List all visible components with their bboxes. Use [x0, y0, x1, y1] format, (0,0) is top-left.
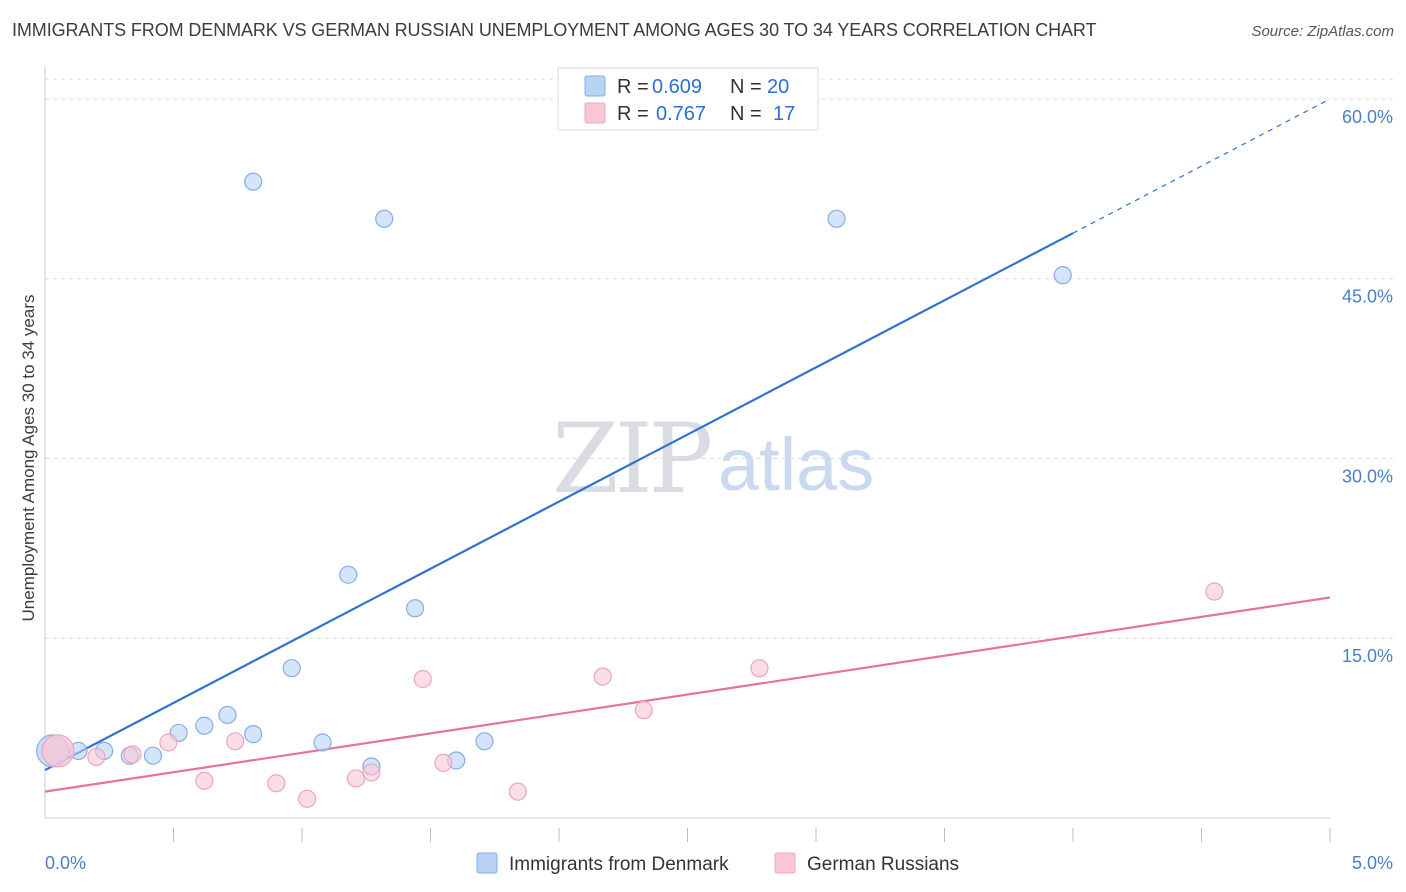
- point-german-russians: [123, 745, 142, 764]
- x-tick-label: 0.0%: [45, 853, 86, 873]
- point-german-russians: [634, 701, 653, 720]
- point-denmark: [375, 209, 394, 228]
- trend-line-german-russians: [44, 596, 1331, 793]
- legend-r-value-1: 0.609: [652, 76, 702, 98]
- legend-n-value-2: 17: [773, 103, 795, 125]
- series-legend-swatch-german-russians: [774, 852, 796, 874]
- y-tick-label: 60.0%: [1342, 107, 1393, 127]
- point-denmark: [827, 209, 846, 228]
- chart-title: IMMIGRANTS FROM DENMARK VS GERMAN RUSSIA…: [12, 20, 1097, 40]
- legend-swatch-blue: [584, 75, 606, 97]
- point-denmark: [339, 565, 358, 584]
- gridlines: [45, 78, 1395, 639]
- stats-legend: R = 0.609 N = 20 R = 0.767 N = 17: [557, 67, 819, 131]
- y-tick-label: 30.0%: [1342, 466, 1393, 486]
- watermark-zip: ZIP: [552, 403, 711, 515]
- point-denmark: [244, 172, 263, 191]
- point-german-russians: [195, 771, 214, 790]
- point-denmark: [282, 659, 301, 678]
- point-denmark: [405, 599, 425, 618]
- series-legend: Immigrants from Denmark German Russians: [476, 852, 959, 875]
- point-german-russians: [298, 789, 317, 808]
- watermark-atlas: atlas: [718, 423, 874, 506]
- y-axis-label: Unemployment Among Ages 30 to 34 years: [19, 295, 38, 622]
- point-denmark: [218, 705, 237, 725]
- x-tick-label: 5.0%: [1352, 853, 1393, 873]
- legend-n-value-1: 20: [767, 76, 789, 98]
- point-denmark: [1053, 266, 1072, 285]
- point-german-russians: [750, 659, 769, 678]
- point-german-russians: [267, 774, 286, 793]
- point-german-russians: [1205, 582, 1224, 601]
- series-legend-label-german-russians: German Russians: [807, 854, 959, 875]
- trend-lines: [44, 98, 1331, 793]
- point-german-russians: [508, 782, 527, 801]
- y-tick-label: 45.0%: [1342, 287, 1393, 307]
- series-legend-swatch-denmark: [476, 852, 498, 874]
- series-legend-label-denmark: Immigrants from Denmark: [509, 854, 729, 875]
- legend-r-label-2: R =: [617, 103, 649, 125]
- point-german-russians: [362, 763, 381, 782]
- legend-swatch-pink: [584, 102, 606, 124]
- point-denmark: [475, 732, 494, 751]
- data-points: [36, 172, 1224, 808]
- axes: 15.0% 30.0% 45.0% 60.0% 0.0% 5.0%: [44, 66, 1393, 873]
- legend-r-value-2: 0.767: [656, 103, 706, 125]
- point-denmark: [195, 716, 214, 735]
- legend-n-label-1: N =: [730, 76, 762, 98]
- legend-n-label-2: N =: [730, 103, 762, 125]
- trend-line-denmark: [44, 232, 1074, 772]
- point-denmark: [143, 746, 163, 765]
- point-german-russians: [434, 753, 453, 772]
- point-german-russians: [41, 734, 75, 768]
- point-denmark: [244, 725, 263, 744]
- y-tick-label: 15.0%: [1342, 646, 1393, 666]
- source-credit: Source: ZipAtlas.com: [1251, 23, 1394, 40]
- legend-r-label-1: R =: [617, 76, 649, 98]
- point-german-russians: [413, 669, 432, 689]
- point-german-russians: [159, 733, 178, 752]
- point-german-russians: [593, 667, 612, 686]
- point-german-russians: [346, 769, 366, 788]
- point-german-russians: [226, 732, 245, 751]
- point-denmark: [313, 733, 332, 752]
- trend-line-denmark-extension: [1072, 98, 1331, 234]
- point-german-russians: [87, 747, 106, 766]
